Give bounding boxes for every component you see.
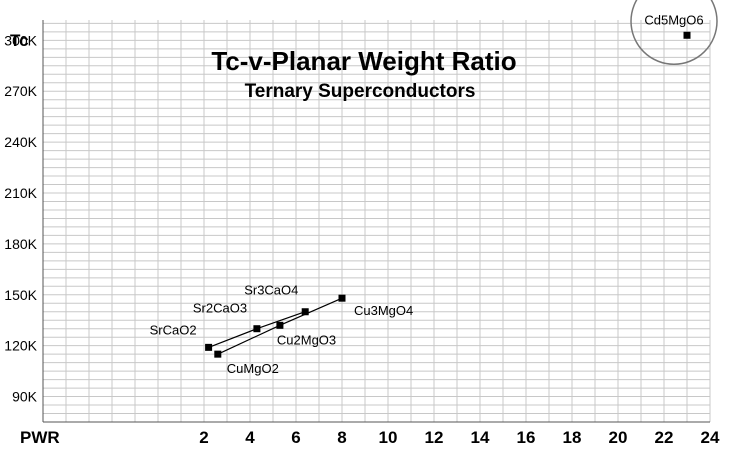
x-tick-label: 14	[471, 428, 490, 447]
point-labels: SrCaO2 Sr2CaO3 Sr3CaO4 CuMgO2 Cu2MgO3 Cu3MgO4…	[150, 12, 704, 376]
x-tick-labels: 2 4 6 8 10 12 14 16 18 20 22 24	[199, 428, 720, 447]
y-tick-label: 90K	[12, 389, 38, 405]
plot-frame	[42, 20, 710, 423]
y-tick-label: 210K	[4, 185, 37, 201]
data-label: SrCaO2	[150, 322, 197, 337]
x-tick-label: 24	[701, 428, 720, 447]
x-tick-label: 6	[291, 428, 300, 447]
data-label: Sr3CaO4	[244, 283, 298, 298]
x-tick-label: 18	[563, 428, 582, 447]
data-label: Cd5MgO6	[644, 12, 703, 27]
x-tick-label: 20	[609, 428, 628, 447]
data-point	[214, 350, 222, 358]
chart-title: Tc-v-Planar Weight Ratio	[211, 46, 516, 76]
y-tick-label: 270K	[4, 83, 37, 99]
y-tick-label: 180K	[4, 236, 37, 252]
x-tick-label: 8	[337, 428, 346, 447]
highlight	[630, 0, 718, 66]
y-tick-label: 240K	[4, 134, 37, 150]
x-tick-label: 4	[245, 428, 255, 447]
x-tick-label: 16	[517, 428, 536, 447]
data-point	[338, 294, 346, 302]
y-tick-labels: 90K 120K 150K 180K 210K 240K 270K 300K	[4, 32, 37, 404]
data-point	[276, 321, 284, 329]
data-point	[301, 308, 309, 316]
y-tick-label: 300K	[4, 32, 37, 48]
highlight-circle	[630, 0, 718, 66]
x-tick-label: 10	[379, 428, 398, 447]
x-axis-label: PWR	[20, 428, 60, 447]
data-label: Cu3MgO4	[354, 303, 413, 318]
y-tick-label: 120K	[4, 338, 37, 354]
x-tick-label: 22	[655, 428, 674, 447]
x-tick-label: 12	[425, 428, 444, 447]
points	[205, 31, 691, 358]
data-label: Cu2MgO3	[277, 332, 336, 347]
y-axis-label: Tc	[10, 31, 29, 50]
data-point	[253, 325, 261, 333]
data-point	[205, 343, 213, 351]
grid	[42, 20, 711, 423]
data-point	[683, 31, 691, 39]
x-tick-label: 2	[199, 428, 208, 447]
y-tick-label: 150K	[4, 287, 37, 303]
chart-subtitle: Ternary Superconductors	[245, 81, 476, 102]
data-label: Sr2CaO3	[193, 301, 247, 316]
data-label: CuMgO2	[227, 361, 279, 376]
